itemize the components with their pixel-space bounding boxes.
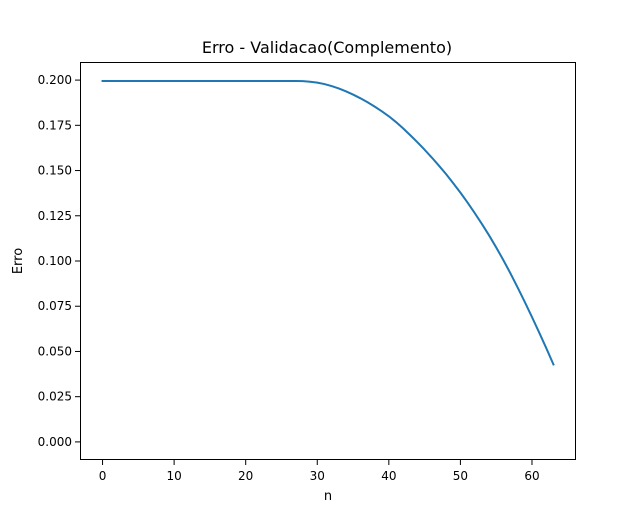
- y-axis: 0.000 0.025 0.050 0.075 0.100 0.125 0.150 0.175…: [38, 73, 80, 449]
- x-tick-label: 50: [453, 469, 468, 483]
- y-axis-label: Erro: [11, 248, 26, 274]
- x-tick-label: 30: [310, 469, 325, 483]
- y-tick-label: 0.000: [38, 435, 72, 449]
- plot-area: [101, 80, 555, 366]
- chart-title: Erro - Validacao(Complemento): [202, 38, 452, 57]
- y-tick-label: 0.100: [38, 254, 72, 268]
- x-tick-label: 0: [99, 469, 107, 483]
- series-line: [101, 80, 555, 366]
- x-axis-label: n: [324, 489, 332, 504]
- y-tick-label: 0.200: [38, 73, 72, 87]
- y-tick-label: 0.125: [38, 209, 72, 223]
- y-tick-label: 0.075: [38, 299, 72, 313]
- plot-frame: [80, 62, 576, 460]
- x-tick-label: 10: [166, 469, 181, 483]
- y-tick-label: 0.150: [38, 164, 72, 178]
- x-tick-label: 20: [238, 469, 253, 483]
- x-tick-label: 40: [381, 469, 396, 483]
- y-tick-label: 0.175: [38, 118, 72, 132]
- y-tick-label: 0.050: [38, 344, 72, 358]
- x-tick-label: 60: [524, 469, 539, 483]
- x-axis: 0 10 20 30 40 50 60: [99, 460, 540, 483]
- y-tick-label: 0.025: [38, 390, 72, 404]
